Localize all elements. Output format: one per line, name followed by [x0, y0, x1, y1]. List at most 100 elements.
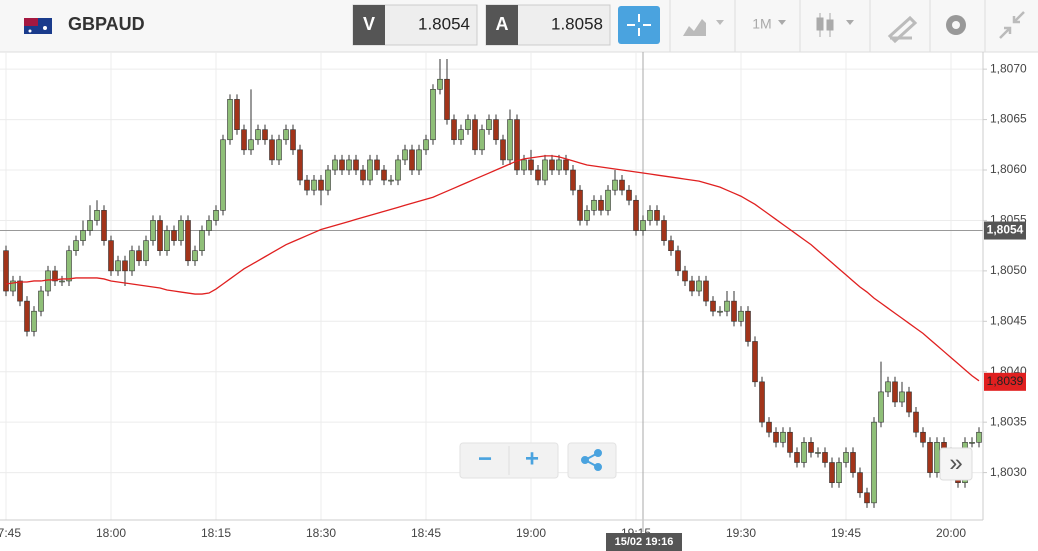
y-tick-label: 1,8035	[990, 414, 1027, 428]
candle-body	[570, 169, 576, 191]
scroll-right-box[interactable]	[939, 447, 973, 481]
bid-tag	[353, 5, 385, 45]
candle-body	[899, 391, 905, 403]
candle-body	[234, 99, 240, 130]
candle-body	[514, 119, 520, 171]
timeframe-button[interactable]: 1M	[752, 16, 771, 32]
candle-body	[185, 220, 191, 262]
candle-body	[395, 159, 401, 181]
scroll-right[interactable]: »	[949, 449, 962, 476]
candle-body	[178, 220, 184, 241]
candle-body	[724, 300, 730, 312]
candle-body	[836, 462, 842, 483]
candle-body	[136, 250, 142, 262]
candle-body	[500, 139, 506, 161]
ask-price: 1.8058	[551, 14, 603, 33]
candle-body	[199, 230, 205, 251]
candle-body	[871, 421, 877, 504]
candle-body	[171, 230, 177, 241]
ma-label: 1,8039	[987, 374, 1024, 388]
candle-body	[255, 129, 261, 141]
bid-price: 1.8054	[418, 14, 470, 33]
share-button[interactable]	[581, 449, 602, 471]
candle-body	[374, 159, 380, 171]
candle-body	[507, 119, 513, 161]
x-tick-label: 18:30	[306, 526, 336, 540]
y-tick-label: 1,8045	[990, 313, 1027, 327]
candle-body	[801, 442, 807, 463]
x-tick-label: 18:45	[411, 526, 441, 540]
candle-body	[829, 462, 835, 483]
candle-body	[528, 159, 534, 171]
candle-body	[766, 421, 772, 433]
candle-body	[157, 220, 163, 251]
candle-body	[101, 210, 107, 241]
candle-body	[731, 300, 737, 322]
candle-body	[402, 149, 408, 161]
y-tick-label: 1,8050	[990, 263, 1027, 277]
candle-body	[759, 381, 765, 423]
candle-body	[437, 78, 443, 90]
candle-body	[619, 179, 625, 191]
crosshair-button[interactable]	[618, 6, 660, 44]
zoom-out[interactable]: −	[478, 445, 492, 472]
candle-body	[864, 492, 870, 504]
candle-body	[850, 452, 856, 473]
y-tick-label: 1,8065	[990, 112, 1027, 126]
candle-body	[612, 179, 618, 191]
zoom-in[interactable]: +	[525, 445, 539, 472]
draw-button[interactable]	[887, 15, 918, 44]
candle-body	[717, 310, 723, 313]
x-tick-label: 18:15	[201, 526, 231, 540]
candle-body	[549, 159, 555, 171]
last-price-label: 1,8054	[987, 223, 1024, 237]
candle-body	[227, 99, 233, 141]
candle-body	[24, 300, 30, 332]
candle-body	[262, 129, 268, 141]
candle-body	[451, 119, 457, 141]
crosshair-label: 15/02 19:16	[615, 536, 674, 548]
x-tick-label: 19:00	[516, 526, 546, 540]
candle-body	[738, 310, 744, 322]
candle-body	[143, 240, 149, 262]
candle-body	[668, 240, 674, 251]
fullscreen-button[interactable]	[999, 11, 1025, 39]
candle-body	[430, 89, 436, 141]
candle-body	[73, 240, 79, 251]
candle-body	[843, 452, 849, 463]
candle-body	[794, 452, 800, 463]
ask-label: A	[496, 14, 509, 34]
candle-body	[752, 341, 758, 383]
candle-body	[598, 199, 604, 211]
candle-body	[129, 250, 135, 272]
candle-body	[969, 442, 975, 444]
candles-button[interactable]	[816, 13, 854, 37]
candle-body	[521, 159, 527, 171]
candle-body	[682, 270, 688, 282]
candle-body	[703, 280, 709, 302]
candle-body	[822, 452, 828, 463]
candle-body	[535, 169, 541, 181]
candle-body	[556, 159, 562, 171]
candle-body	[892, 381, 898, 403]
candle-body	[493, 119, 499, 141]
x-tick-label: 18:00	[96, 526, 126, 540]
candle-body	[633, 199, 639, 231]
candle-body	[367, 159, 373, 181]
candle-body	[269, 139, 275, 161]
candle-body	[444, 78, 450, 120]
settings-button[interactable]	[946, 15, 966, 35]
chart-type-button[interactable]	[683, 19, 724, 36]
candle-body	[87, 220, 93, 231]
candle-body	[164, 230, 170, 251]
candle-body	[59, 280, 65, 283]
zoom-controls	[459, 442, 617, 479]
candle-body	[388, 179, 394, 182]
candle-body	[423, 139, 429, 151]
candle-body	[780, 431, 786, 443]
y-tick-label: 1,8030	[990, 465, 1027, 479]
candle-body	[577, 189, 583, 221]
candle-body	[115, 260, 121, 272]
